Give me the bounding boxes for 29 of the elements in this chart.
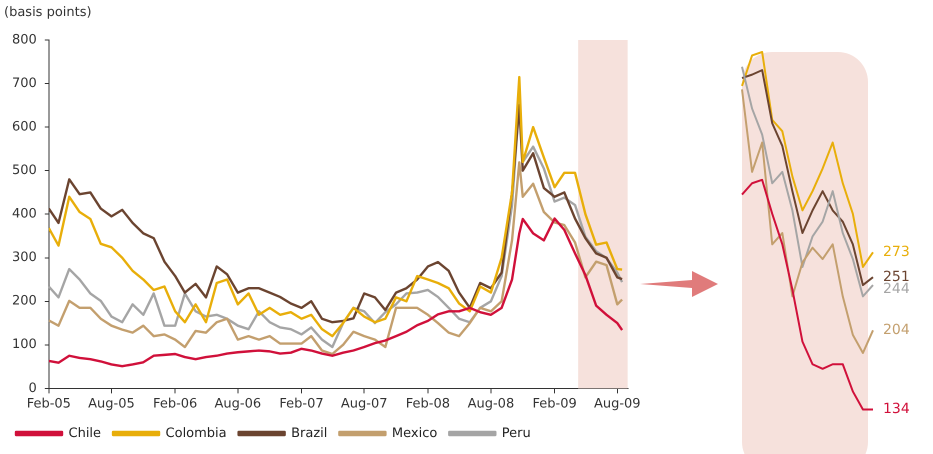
legend-label: Peru <box>502 426 531 441</box>
y-tick-label: 200 <box>12 294 37 309</box>
x-tick-label: Aug-06 <box>214 396 262 412</box>
y-tick-label: 100 <box>12 337 37 352</box>
x-tick-label: Feb-08 <box>406 396 450 412</box>
legend-label: Brazil <box>291 426 328 441</box>
x-tick-label: Aug-08 <box>468 396 514 412</box>
y-tick-label: 400 <box>12 206 37 222</box>
y-axis-title: (basis points) <box>4 4 92 20</box>
y-tick-label: 600 <box>12 119 37 134</box>
x-tick-label: Feb-09 <box>532 396 577 412</box>
x-tick-label: Feb-05 <box>26 396 71 412</box>
y-tick-label: 500 <box>12 163 37 178</box>
data-label: 204 <box>883 322 910 338</box>
data-label: 134 <box>883 401 910 418</box>
x-tick-label: Feb-07 <box>279 396 324 412</box>
y-tick-label: 0 <box>28 380 37 396</box>
y-tick-label: 700 <box>12 76 37 91</box>
y-tick-label: 800 <box>12 32 37 48</box>
x-tick-label: Aug-07 <box>340 396 388 412</box>
legend-label: Mexico <box>392 426 438 441</box>
data-label: 244 <box>883 280 910 297</box>
x-tick-label: Aug-09 <box>594 396 641 412</box>
x-tick-label: Aug-05 <box>88 396 135 412</box>
data-label: 273 <box>883 244 910 260</box>
x-tick-label: Feb-06 <box>153 396 198 412</box>
legend-label: Colombia <box>166 426 227 441</box>
y-tick-label: 300 <box>12 250 37 266</box>
legend-label: Chile <box>68 426 102 441</box>
